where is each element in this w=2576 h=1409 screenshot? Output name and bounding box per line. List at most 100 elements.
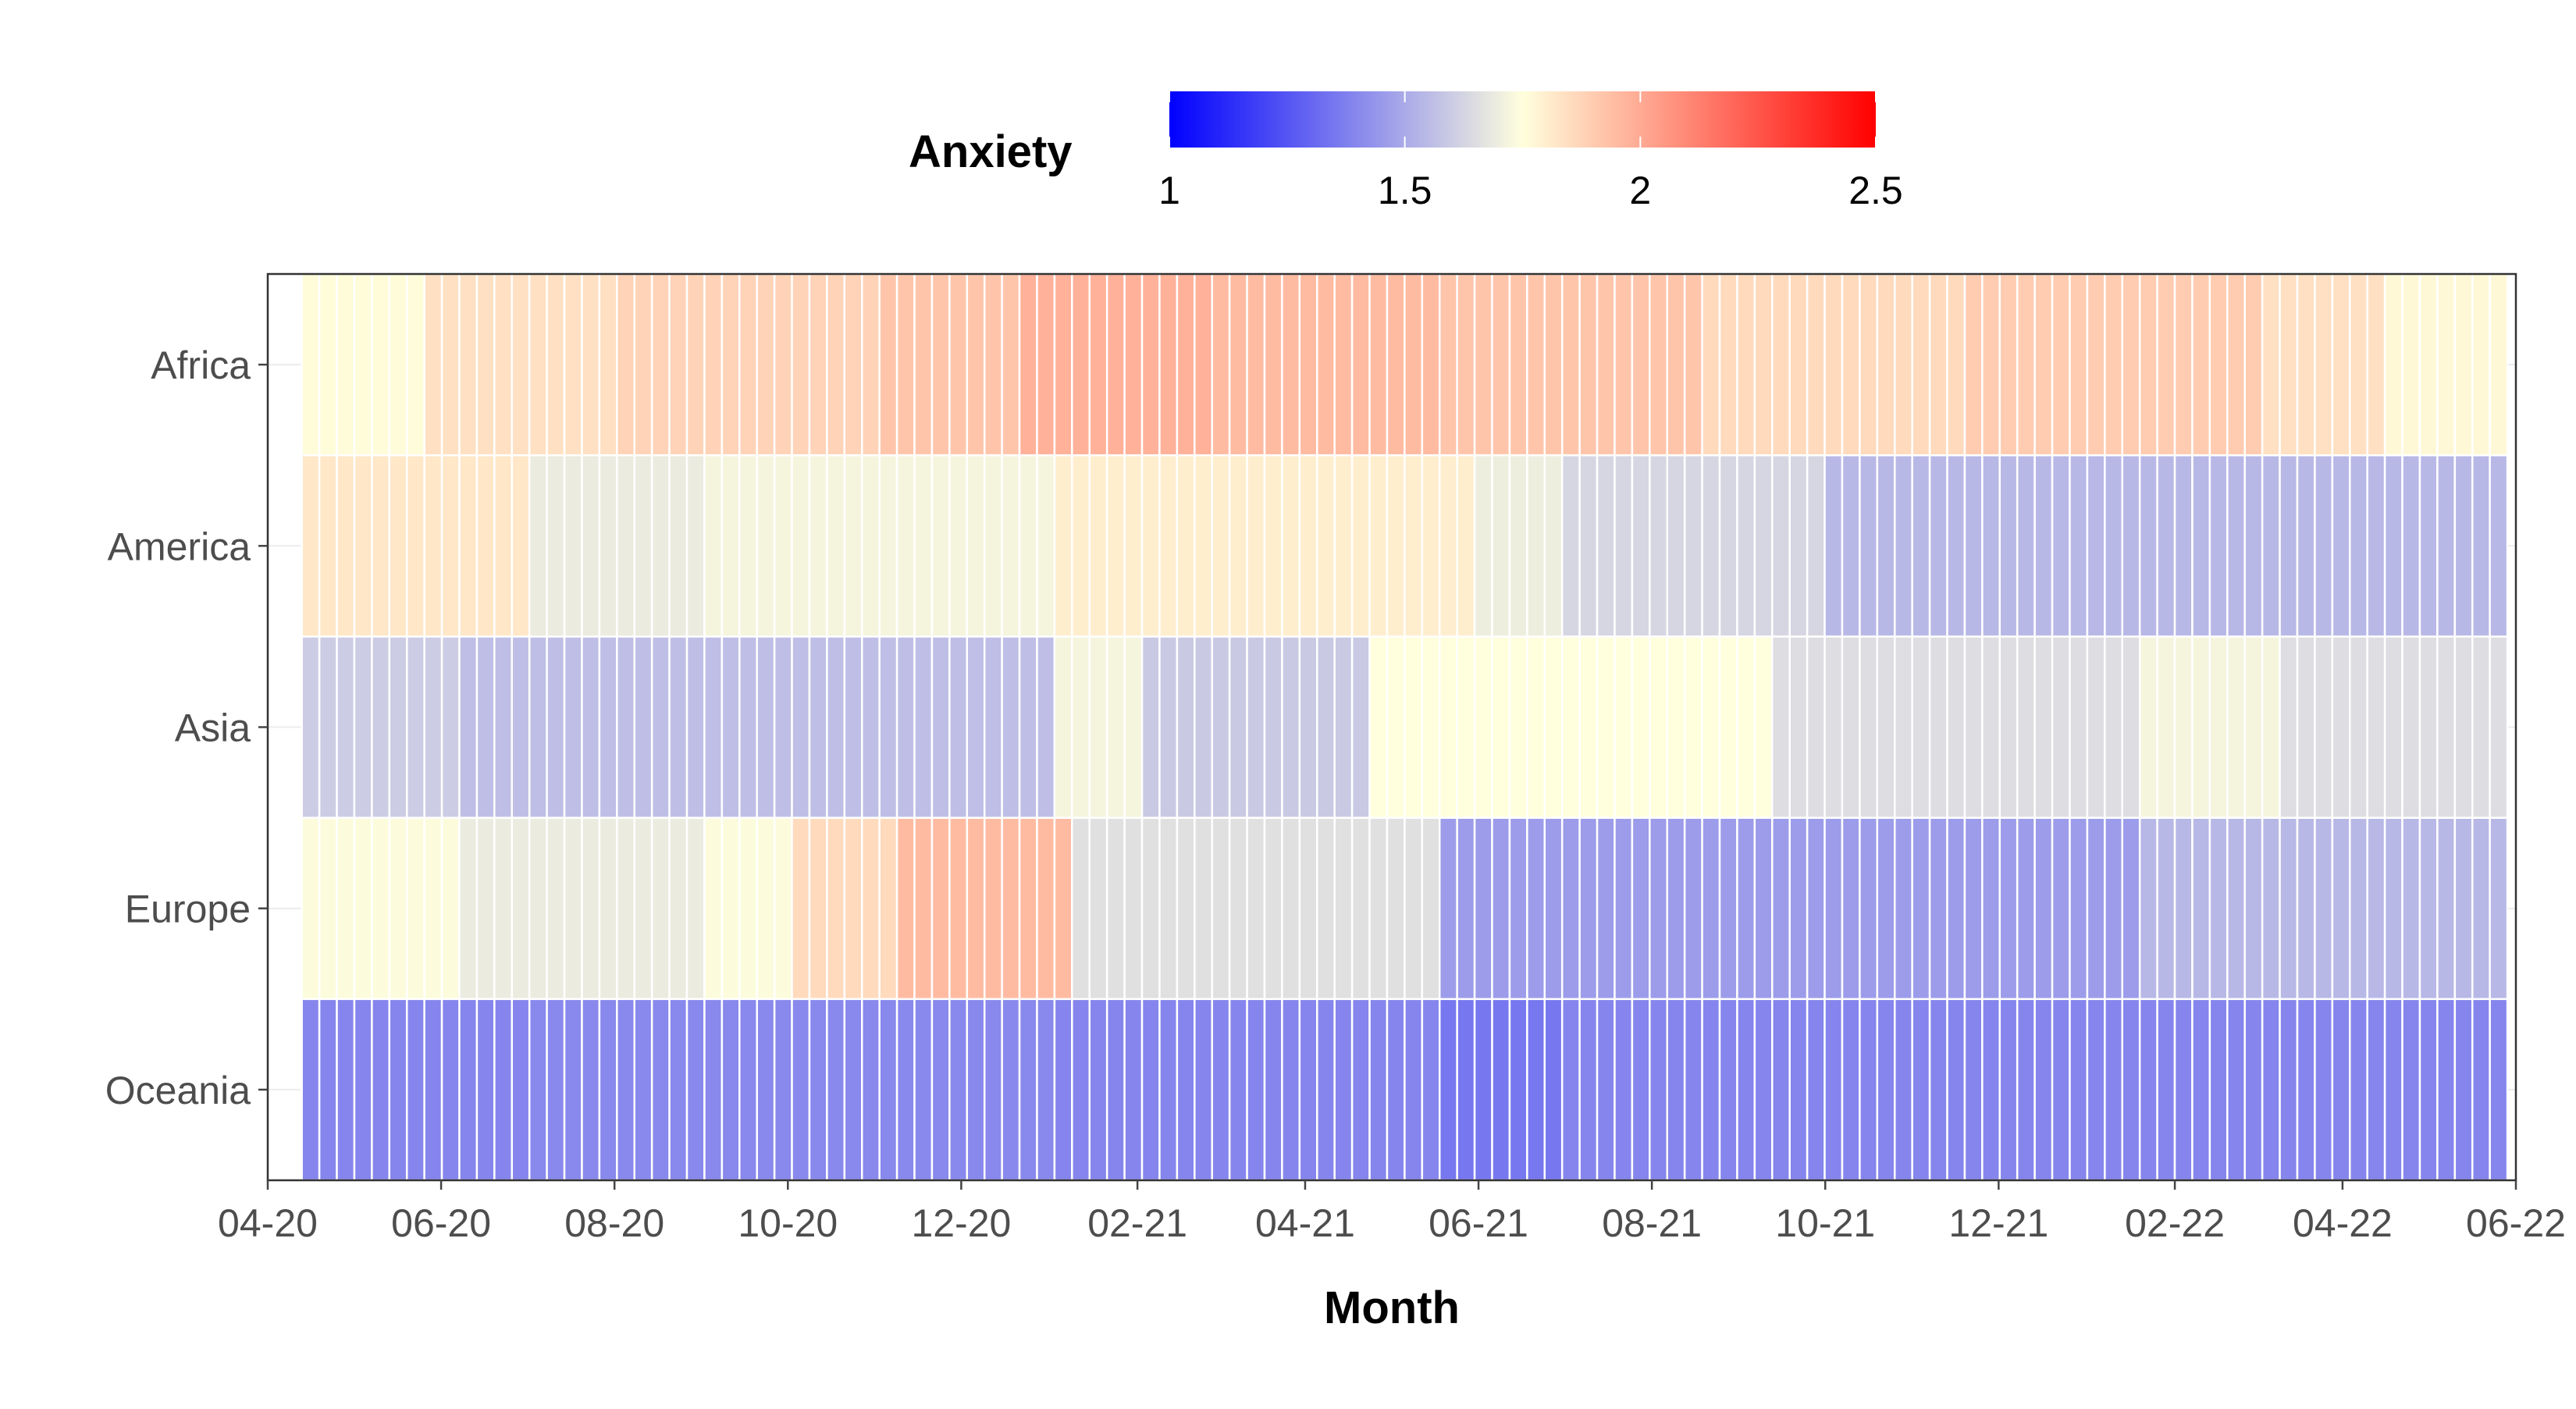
heatmap-cell-africa bbox=[1404, 272, 1424, 457]
heatmap-cell-america bbox=[1350, 454, 1371, 638]
heatmap-cell-africa bbox=[2086, 272, 2106, 457]
heatmap-cell-america bbox=[336, 454, 356, 638]
heatmap-cell-oceania bbox=[1211, 998, 1231, 1182]
heatmap-cell-africa bbox=[668, 272, 688, 457]
heatmap-cell-africa bbox=[1263, 272, 1283, 457]
heatmap-cell-america bbox=[791, 454, 811, 638]
y-axis: Oceania Europe Asia America Africa bbox=[105, 343, 268, 1112]
heatmap-cell-africa bbox=[1963, 272, 1984, 457]
heatmap-cell-oceania bbox=[808, 998, 828, 1182]
heatmap-cell-europe bbox=[843, 817, 863, 1001]
heatmap-cell-asia bbox=[2033, 635, 2054, 819]
heatmap-cell-europe bbox=[668, 817, 688, 1001]
heatmap-cell-asia bbox=[1841, 635, 1861, 819]
heatmap-cell-oceania bbox=[2138, 998, 2158, 1182]
heatmap-cell-europe bbox=[1701, 817, 1721, 1001]
heatmap-cell-oceania bbox=[2453, 998, 2474, 1182]
heatmap-cell-asia bbox=[1368, 635, 1389, 819]
heatmap-cell-asia bbox=[1473, 635, 1493, 819]
heatmap-cell-europe bbox=[2314, 817, 2334, 1001]
heatmap-cell-europe bbox=[1001, 817, 1021, 1001]
heatmap-cell-america bbox=[1963, 454, 1984, 638]
heatmap-cell-europe bbox=[2453, 817, 2474, 1001]
legend-tick-label: 2 bbox=[1629, 169, 1651, 212]
heatmap-cell-america bbox=[808, 454, 828, 638]
heatmap-cell-oceania bbox=[1560, 998, 1581, 1182]
heatmap-cell-america bbox=[1281, 454, 1301, 638]
heatmap-cell-asia bbox=[301, 635, 321, 819]
heatmap-cell-europe bbox=[1158, 817, 1179, 1001]
y-axis-tick-label: Africa bbox=[151, 343, 251, 387]
heatmap-cell-africa bbox=[2051, 272, 2071, 457]
heatmap-cell-america bbox=[2208, 454, 2229, 638]
heatmap-cell-oceania bbox=[2156, 998, 2176, 1182]
heatmap-cell-oceania bbox=[1158, 998, 1179, 1182]
heatmap-cell-america bbox=[668, 454, 688, 638]
heatmap-cell-asia bbox=[826, 635, 846, 819]
heatmap-cell-asia bbox=[616, 635, 635, 819]
heatmap-cell-africa bbox=[1666, 272, 1686, 457]
heatmap-cell-america bbox=[843, 454, 863, 638]
heatmap-cell-europe bbox=[966, 817, 986, 1001]
heatmap-cell-america bbox=[1176, 454, 1196, 638]
heatmap-cell-oceania bbox=[1281, 998, 1301, 1182]
heatmap-cell-asia bbox=[1998, 635, 2019, 819]
heatmap-cell-europe bbox=[1894, 817, 1913, 1001]
heatmap-cell-europe bbox=[1788, 817, 1809, 1001]
heatmap-cell-asia bbox=[1631, 635, 1651, 819]
heatmap-cell-america bbox=[2383, 454, 2403, 638]
heatmap-cell-europe bbox=[2489, 817, 2509, 1001]
heatmap-cell-africa bbox=[2489, 272, 2509, 457]
heatmap-cell-asia bbox=[1263, 635, 1283, 819]
heatmap-cell-africa bbox=[1526, 272, 1546, 457]
heatmap-cell-oceania bbox=[1001, 998, 1021, 1182]
heatmap-cell-europe bbox=[2261, 817, 2281, 1001]
heatmap-cell-america bbox=[1194, 454, 1213, 638]
heatmap-cell-africa bbox=[616, 272, 635, 457]
heatmap-cell-oceania bbox=[861, 998, 881, 1182]
heatmap-cell-asia bbox=[1859, 635, 1879, 819]
heatmap-cell-africa bbox=[1176, 272, 1196, 457]
heatmap-cell-oceania bbox=[1666, 998, 1686, 1182]
x-axis-tick-label: 04-22 bbox=[2293, 1201, 2393, 1245]
heatmap-cell-asia bbox=[1071, 635, 1091, 819]
heatmap-cell-oceania bbox=[2331, 998, 2351, 1182]
heatmap-cell-america bbox=[2173, 454, 2194, 638]
heatmap-cell-oceania bbox=[528, 998, 548, 1182]
heatmap-cell-africa bbox=[1701, 272, 1721, 457]
heatmap-cell-europe bbox=[948, 817, 969, 1001]
heatmap-cell-oceania bbox=[581, 998, 601, 1182]
heatmap-cell-africa bbox=[1998, 272, 2019, 457]
heatmap-cell-europe bbox=[1806, 817, 1826, 1001]
heatmap-cell-europe bbox=[773, 817, 793, 1001]
heatmap-cell-oceania bbox=[2104, 998, 2124, 1182]
heatmap-cell-africa bbox=[336, 272, 356, 457]
heatmap-cell-oceania bbox=[423, 998, 443, 1182]
heatmap-cell-oceania bbox=[353, 998, 373, 1182]
heatmap-cell-africa bbox=[2208, 272, 2229, 457]
heatmap-cell-oceania bbox=[1876, 998, 1896, 1182]
heatmap-cell-oceania bbox=[1176, 998, 1196, 1182]
heatmap-cell-oceania bbox=[2418, 998, 2439, 1182]
heatmap-cell-america bbox=[1578, 454, 1599, 638]
heatmap-cell-africa bbox=[808, 272, 828, 457]
heatmap-cell-oceania bbox=[1140, 998, 1161, 1182]
heatmap-cell-america bbox=[1333, 454, 1354, 638]
heatmap-cell-asia bbox=[1176, 635, 1196, 819]
heatmap-cell-africa bbox=[563, 272, 583, 457]
heatmap-cell-africa bbox=[2471, 272, 2491, 457]
heatmap-cell-asia bbox=[1386, 635, 1406, 819]
heatmap-cell-europe bbox=[2366, 817, 2386, 1001]
heatmap-cell-asia bbox=[1333, 635, 1354, 819]
heatmap-cell-america bbox=[826, 454, 846, 638]
heatmap-cell-asia bbox=[1491, 635, 1511, 819]
heatmap-cell-asia bbox=[1211, 635, 1231, 819]
heatmap-cell-asia bbox=[1140, 635, 1161, 819]
heatmap-cell-europe bbox=[353, 817, 373, 1001]
x-axis-tick-label: 06-20 bbox=[391, 1201, 491, 1245]
heatmap-cell-asia bbox=[1105, 635, 1126, 819]
heatmap-cell-europe bbox=[1841, 817, 1861, 1001]
x-axis-tick-label: 04-20 bbox=[218, 1201, 318, 1245]
heatmap-cell-europe bbox=[1578, 817, 1599, 1001]
heatmap-cell-oceania bbox=[493, 998, 514, 1182]
